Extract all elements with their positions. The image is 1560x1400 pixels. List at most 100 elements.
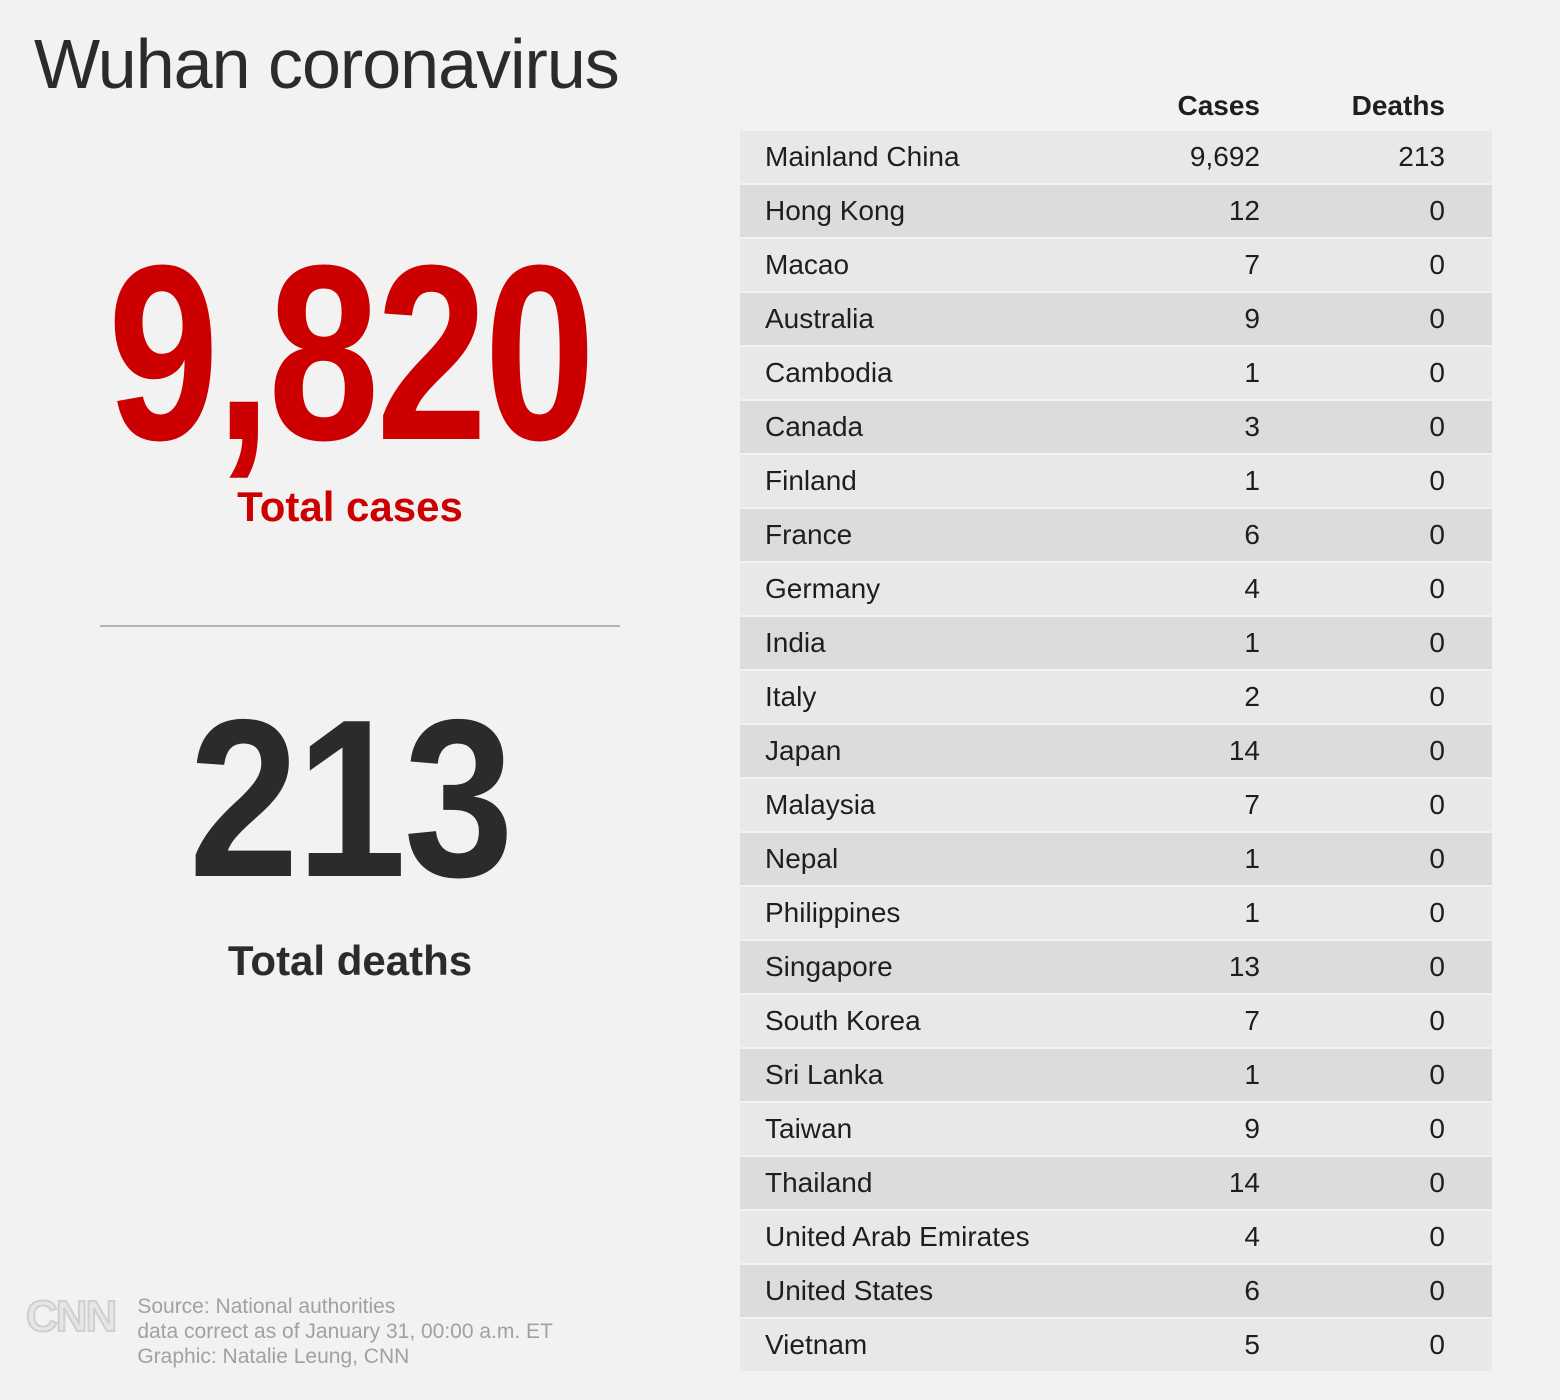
country-cell: France xyxy=(765,519,853,550)
country-cell: Taiwan xyxy=(765,1113,853,1144)
deaths-cell: 0 xyxy=(1429,1005,1445,1036)
deaths-cell: 0 xyxy=(1429,411,1445,442)
cases-cell: 6 xyxy=(1244,1275,1260,1306)
country-cell: Cambodia xyxy=(765,357,893,388)
country-cell: Italy xyxy=(765,681,817,712)
country-cell: Vietnam xyxy=(765,1329,868,1360)
table-row: Singapore 13 0 xyxy=(740,941,1492,993)
cases-cell: 12 xyxy=(1228,195,1260,226)
table-row: Australia 9 0 xyxy=(740,293,1492,345)
cases-cell: 4 xyxy=(1244,573,1260,604)
deaths-cell: 0 xyxy=(1429,843,1445,874)
deaths-cell: 0 xyxy=(1429,519,1445,550)
cases-cell: 1 xyxy=(1244,897,1260,928)
country-cell: Mainland China xyxy=(765,141,960,172)
deaths-cell: 0 xyxy=(1429,1221,1445,1252)
table-row: Hong Kong 12 0 xyxy=(740,185,1492,237)
country-cell: Singapore xyxy=(765,951,893,982)
cases-cell: 7 xyxy=(1244,1005,1260,1036)
country-cell: Sri Lanka xyxy=(765,1059,884,1090)
table-row: South Korea 7 0 xyxy=(740,995,1492,1047)
cases-cell: 7 xyxy=(1244,249,1260,280)
cases-cell: 9 xyxy=(1244,1113,1260,1144)
cases-cell: 1 xyxy=(1244,843,1260,874)
deaths-cell: 0 xyxy=(1429,681,1445,712)
deaths-cell: 0 xyxy=(1429,1113,1445,1144)
footer: CNN Source: National authorities data co… xyxy=(25,1292,553,1369)
country-cell: Canada xyxy=(765,411,864,442)
table-row: Philippines 1 0 xyxy=(740,887,1492,939)
cases-cell: 7 xyxy=(1244,789,1260,820)
country-cell: Finland xyxy=(765,465,857,496)
country-cell: Hong Kong xyxy=(765,195,906,226)
cases-cell: 1 xyxy=(1244,627,1260,658)
table-body: Mainland China 9,692 213 Hong Kong 12 0 … xyxy=(740,131,1492,1371)
cnn-logo: CNN xyxy=(25,1292,118,1341)
table-row: Mainland China 9,692 213 xyxy=(740,131,1492,183)
table-row: Nepal 1 0 xyxy=(740,833,1492,885)
table-row: United States 6 0 xyxy=(740,1265,1492,1317)
deaths-cell: 0 xyxy=(1429,465,1445,496)
cases-cell: 6 xyxy=(1244,519,1260,550)
cases-cell: 14 xyxy=(1228,1167,1260,1198)
total-deaths-label: Total deaths xyxy=(227,937,473,984)
table-row: Cambodia 1 0 xyxy=(740,347,1492,399)
cases-cell: 1 xyxy=(1244,1059,1260,1090)
deaths-cell: 213 xyxy=(1398,141,1445,172)
table-row: United Arab Emirates 4 0 xyxy=(740,1211,1492,1263)
deaths-cell: 0 xyxy=(1429,249,1445,280)
graphic-credit-line: Graphic: Natalie Leung, CNN xyxy=(137,1345,410,1368)
country-cell: Australia xyxy=(765,303,874,334)
deaths-cell: 0 xyxy=(1429,1167,1445,1198)
deaths-cell: 0 xyxy=(1429,735,1445,766)
country-cell: Nepal xyxy=(765,843,839,874)
country-cell: Thailand xyxy=(765,1167,873,1198)
page-title: Wuhan coronavirus xyxy=(34,25,620,103)
deaths-cell: 0 xyxy=(1429,627,1445,658)
cases-cell: 2 xyxy=(1244,681,1260,712)
table-row: India 1 0 xyxy=(740,617,1492,669)
deaths-cell: 0 xyxy=(1429,357,1445,388)
deaths-cell: 0 xyxy=(1429,1329,1445,1360)
country-cell: Philippines xyxy=(765,897,901,928)
country-cell: Japan xyxy=(765,735,842,766)
cases-cell: 14 xyxy=(1228,735,1260,766)
deaths-cell: 0 xyxy=(1429,573,1445,604)
table-row: Italy 2 0 xyxy=(740,671,1492,723)
deaths-cell: 0 xyxy=(1429,303,1445,334)
total-cases-label: Total cases xyxy=(237,483,463,530)
country-cell: United Arab Emirates xyxy=(765,1221,1030,1252)
table-row: Germany 4 0 xyxy=(740,563,1492,615)
cases-cell: 9 xyxy=(1244,303,1260,334)
cases-cell: 4 xyxy=(1244,1221,1260,1252)
cases-cell: 13 xyxy=(1228,951,1260,982)
country-cell: United States xyxy=(765,1275,934,1306)
country-cell: Macao xyxy=(765,249,850,280)
table-row: Malaysia 7 0 xyxy=(740,779,1492,831)
cases-cell: 3 xyxy=(1244,411,1260,442)
total-deaths-value: 213 xyxy=(188,672,514,924)
deaths-cell: 0 xyxy=(1429,789,1445,820)
data-date-line: data correct as of January 31, 00:00 a.m… xyxy=(137,1320,553,1343)
table-row: Macao 7 0 xyxy=(740,239,1492,291)
deaths-cell: 0 xyxy=(1429,1275,1445,1306)
deaths-cell: 0 xyxy=(1429,951,1445,982)
deaths-cell: 0 xyxy=(1429,1059,1445,1090)
table-row: Canada 3 0 xyxy=(740,401,1492,453)
section-divider xyxy=(100,625,620,627)
table-header-row: Cases Deaths xyxy=(740,80,1492,131)
table-row: Thailand 14 0 xyxy=(740,1157,1492,1209)
table-row: France 6 0 xyxy=(740,509,1492,561)
table-row: Taiwan 9 0 xyxy=(740,1103,1492,1155)
table-row: Sri Lanka 1 0 xyxy=(740,1049,1492,1101)
deaths-cell: 0 xyxy=(1429,897,1445,928)
deaths-cell: 0 xyxy=(1429,195,1445,226)
table-row: Finland 1 0 xyxy=(740,455,1492,507)
cases-cell: 1 xyxy=(1244,357,1260,388)
country-cell: South Korea xyxy=(765,1005,921,1036)
cases-cell: 9,692 xyxy=(1189,141,1260,172)
deaths-column-header: Deaths xyxy=(1351,89,1445,121)
country-cell: Malaysia xyxy=(765,789,876,820)
country-cases-table: Cases Deaths Mainland China 9,692 213 Ho… xyxy=(740,80,1492,1373)
